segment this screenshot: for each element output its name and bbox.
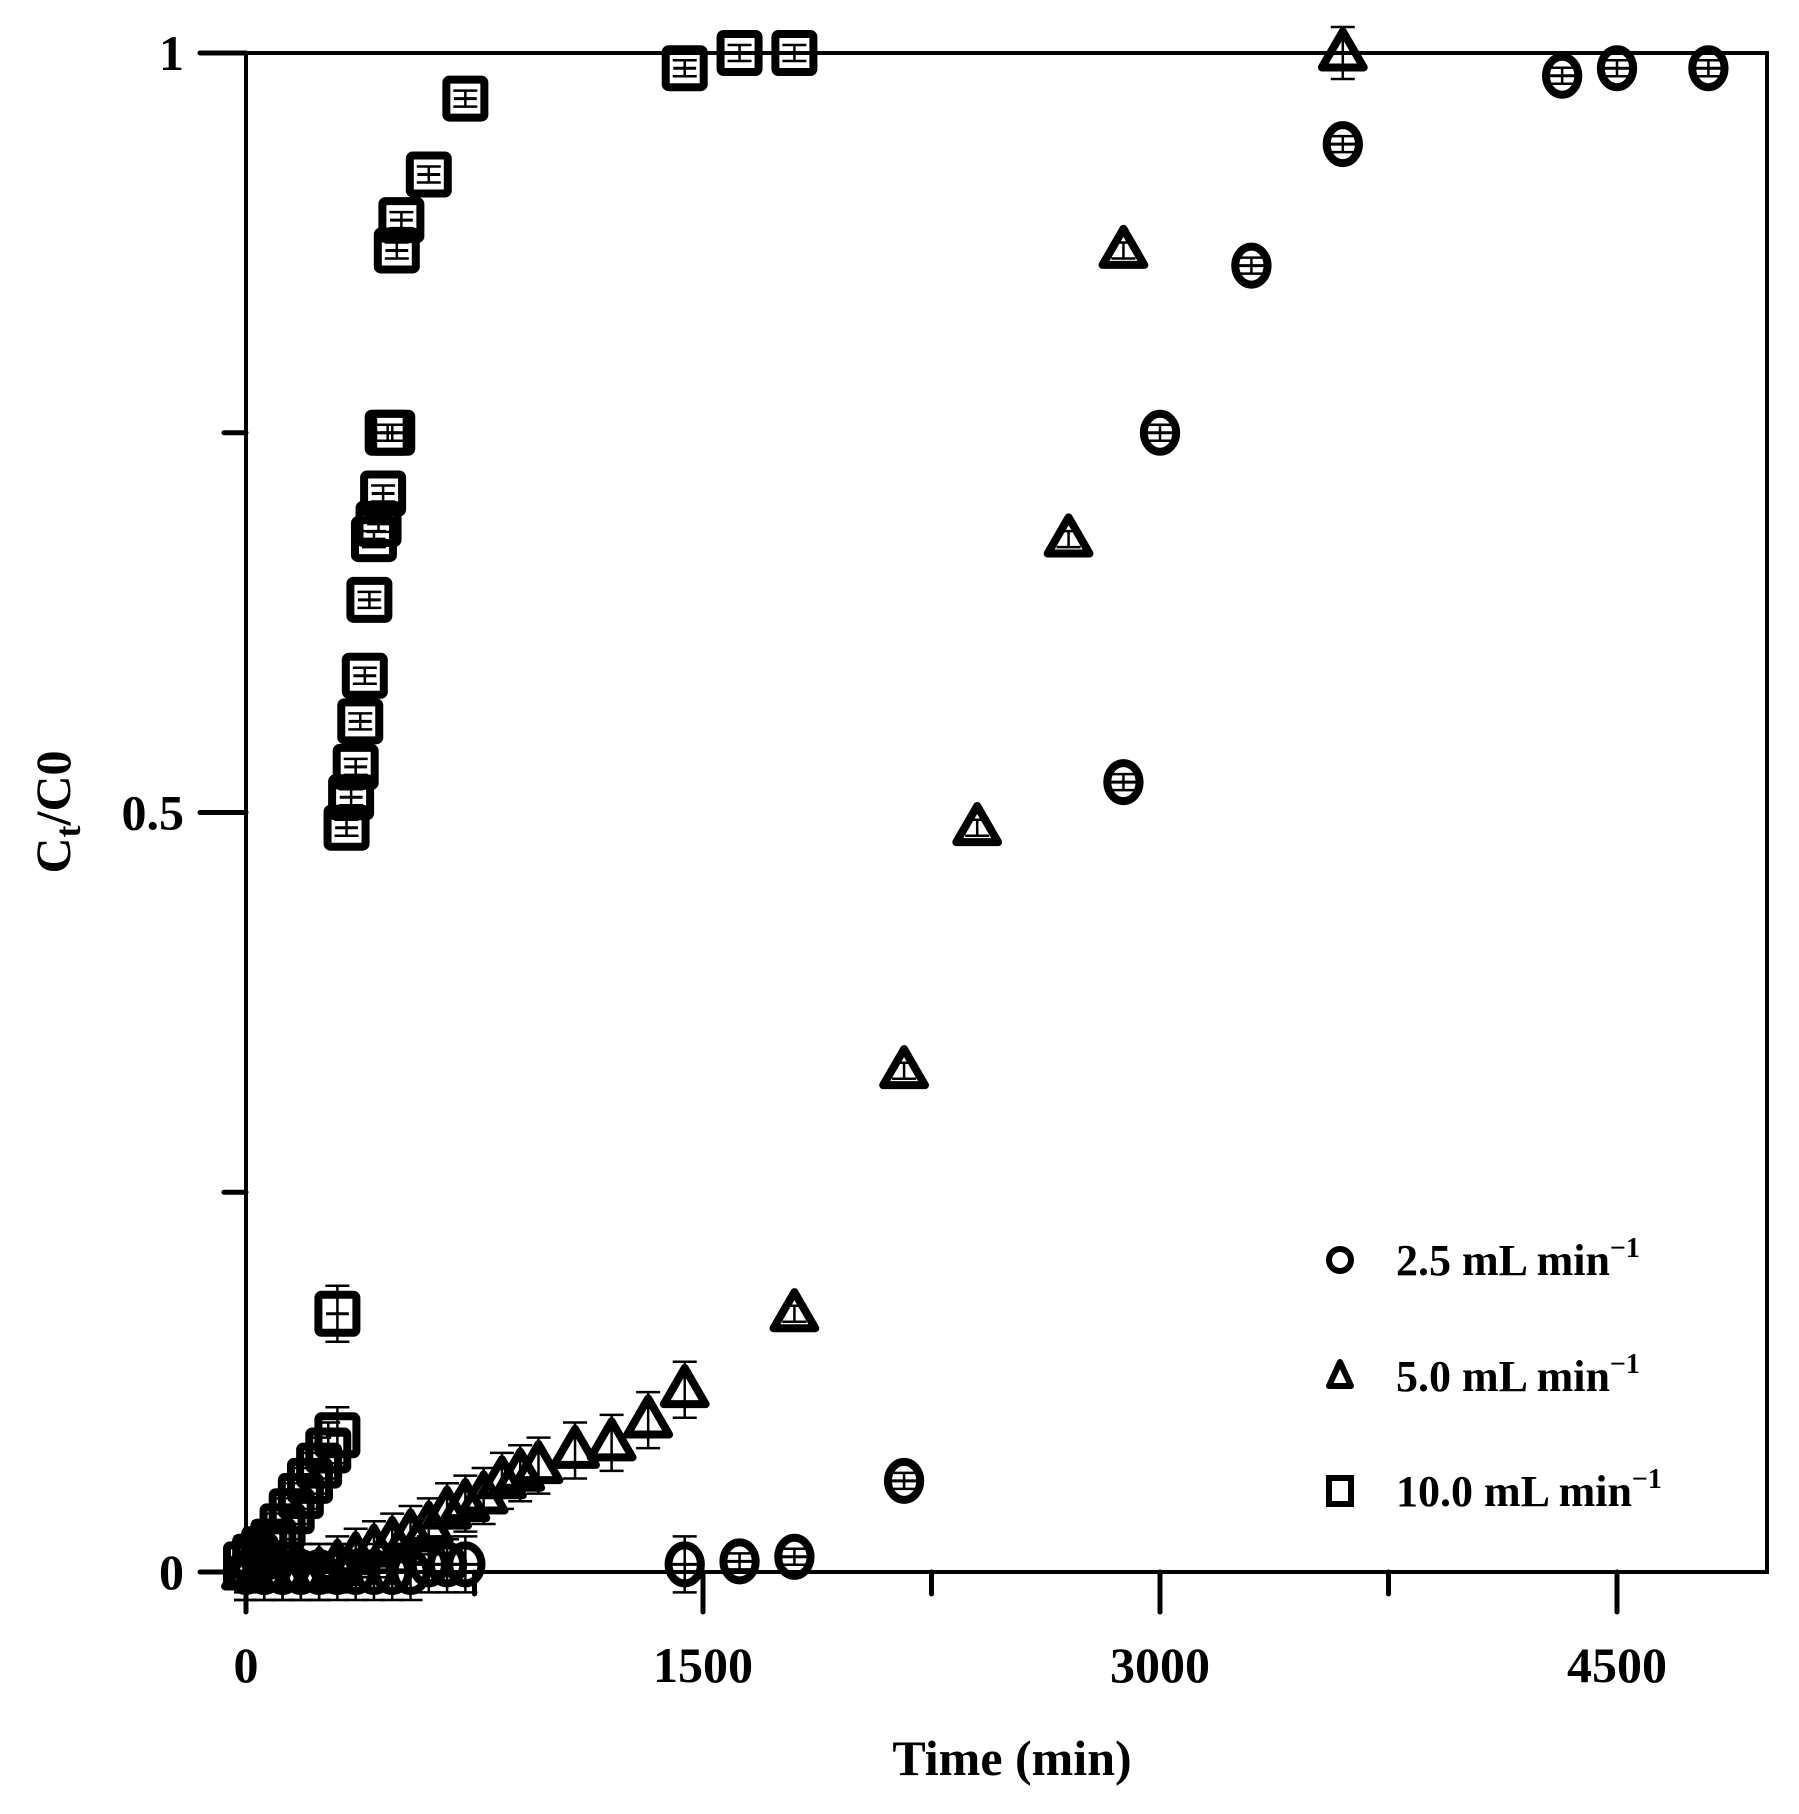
legend-label: 10.0 mL min−1 [1396, 1464, 1662, 1516]
x-tick-label: 3000 [1110, 1637, 1210, 1693]
data-point [1231, 242, 1272, 289]
legend-item-circle: 2.5 mL min−1 [1326, 1233, 1640, 1285]
data-point [513, 1436, 564, 1495]
data-point [337, 698, 384, 745]
x-axis-title: Time (min) [892, 1730, 1131, 1786]
data-point [879, 1045, 929, 1090]
data-point [314, 1284, 361, 1344]
data-point [405, 151, 452, 198]
data-point [369, 409, 416, 456]
data-point [1322, 121, 1363, 168]
series-square [223, 30, 818, 1594]
data-point [952, 802, 1003, 847]
data-point [623, 1390, 674, 1450]
plot-frame [244, 51, 1769, 1574]
data-point [769, 1288, 820, 1333]
data-point [341, 652, 388, 699]
data-point [1317, 25, 1368, 81]
data-point [659, 1360, 710, 1419]
data-series [221, 25, 1729, 1602]
data-point [1043, 513, 1094, 558]
data-point [1098, 224, 1149, 269]
data-point [883, 1457, 925, 1504]
data-point [314, 1406, 361, 1465]
series-triangle [221, 25, 1368, 1602]
y-tick-label: 0.5 [122, 785, 185, 841]
plot-border [244, 51, 1769, 1574]
y-tick-label: 1 [159, 25, 184, 81]
legend-label: 2.5 mL min−1 [1396, 1233, 1640, 1285]
x-tick-label: 0 [234, 1637, 259, 1693]
square-marker-icon [1326, 1475, 1354, 1507]
data-point [719, 1538, 760, 1585]
data-point [1139, 409, 1181, 456]
data-point [664, 1535, 705, 1594]
data-point [445, 1535, 486, 1594]
data-point [1542, 52, 1583, 99]
legend-item-square: 10.0 mL min−1 [1326, 1464, 1662, 1516]
data-point [1596, 45, 1638, 92]
data-point [661, 45, 708, 92]
data-point [1688, 45, 1729, 92]
data-point [771, 30, 818, 76]
x-tick-label: 1500 [653, 1637, 753, 1693]
triangle-marker-icon [1326, 1359, 1354, 1389]
data-point [346, 576, 393, 623]
legend-item-triangle: 5.0 mL min−1 [1326, 1349, 1640, 1401]
legend-label: 5.0 mL min−1 [1396, 1349, 1640, 1401]
data-point [312, 1535, 363, 1594]
data-point [550, 1421, 600, 1480]
x-tick-label: 4500 [1567, 1637, 1667, 1693]
data-point [442, 75, 489, 122]
circle-marker-icon [1326, 1246, 1354, 1274]
data-point [586, 1413, 637, 1473]
data-point [774, 1533, 815, 1580]
data-point [1103, 759, 1144, 806]
data-point [323, 804, 370, 851]
data-point [378, 197, 425, 244]
legend: 2.5 mL min−1 5.0 mL min−1 10.0 mL min−1 [1326, 1233, 1662, 1516]
data-point [716, 30, 763, 76]
axis-tick-labels: 0 1500 3000 4500 0 0.5 1 [122, 25, 1668, 1693]
y-axis-title: Ct/C0 [25, 750, 88, 873]
data-point [332, 743, 379, 790]
data-point [360, 470, 407, 517]
y-tick-label: 0 [159, 1544, 184, 1600]
